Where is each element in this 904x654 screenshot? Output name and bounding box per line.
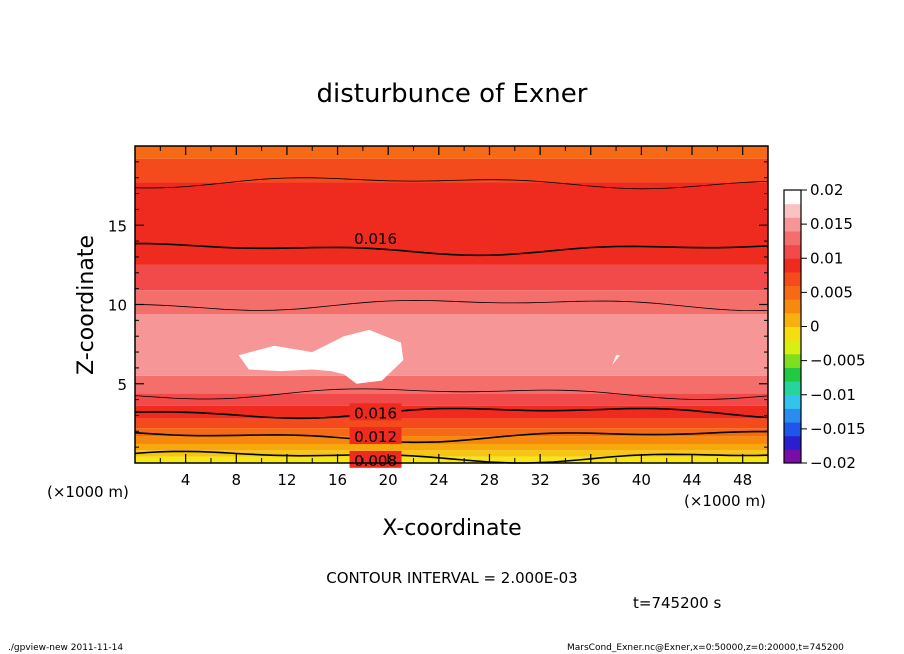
- colorbar-swatch: [784, 258, 801, 273]
- contour-line: [134, 450, 769, 464]
- colorbar-tick-label: −0.015: [810, 420, 866, 438]
- color-band: [135, 375, 768, 394]
- colorbar: 0.02 0.015 0.01 0.005 0 −0.005 −0.01 −0.015 −0.0…: [783, 181, 866, 472]
- max-value-regions: [238, 329, 620, 384]
- colorbar-swatch: [784, 353, 801, 368]
- x-tick-label: 20: [379, 471, 398, 489]
- time-text: t=745200 s: [633, 594, 721, 612]
- color-band: [135, 290, 768, 315]
- contour-lines: [134, 177, 769, 464]
- x-unit-label: (×1000 m): [684, 492, 766, 510]
- contour-label-backdrop: [349, 427, 402, 445]
- x-tick-label: 40: [632, 471, 651, 489]
- color-band: [135, 418, 768, 429]
- color-band: [135, 428, 768, 437]
- colorbar-tick-label: −0.005: [810, 352, 866, 370]
- contour-line: [134, 430, 768, 444]
- colorbar-tick-label: 0.02: [810, 181, 843, 199]
- x-tick-label: 32: [531, 471, 550, 489]
- colorbar-swatch: [784, 449, 801, 464]
- contour-line: [134, 299, 769, 312]
- color-band: [135, 436, 768, 444]
- colorbar-swatch: [784, 244, 801, 259]
- colorbar-swatch: [784, 326, 801, 341]
- footer-left: ./gpview-new 2011-11-14: [8, 643, 123, 653]
- contour-label: 0.008: [354, 452, 397, 470]
- y-unit-label: (×1000 m): [47, 483, 129, 501]
- x-axis-ticks: 4 8 12 16 20 24 28 32 36 40 44 48: [159, 146, 752, 489]
- color-band: [135, 456, 768, 463]
- y-axis-ticks: 5 10 15: [108, 161, 768, 448]
- color-band: [135, 158, 768, 183]
- x-tick-label: 16: [328, 471, 347, 489]
- colorbar-tick-label: 0.015: [810, 215, 853, 233]
- x-tick-label: 28: [480, 471, 499, 489]
- colorbar-swatch: [784, 217, 801, 232]
- colorbar-swatch: [784, 408, 801, 423]
- y-axis-title: Z-coordinate: [74, 235, 99, 375]
- contour-label: 0.012: [354, 428, 397, 446]
- white-region: [612, 355, 620, 365]
- contour-label-backdrop: [349, 228, 402, 246]
- color-band: [135, 314, 768, 376]
- chart-title: disturbunce of Exner: [317, 79, 588, 109]
- colorbar-swatch: [784, 435, 801, 450]
- color-band: [135, 443, 768, 451]
- footer-right: MarsCond_Exner.nc@Exner,x=0:50000,z=0:20…: [567, 643, 844, 653]
- y-tick-label: 10: [108, 297, 127, 315]
- colorbar-swatch: [784, 285, 801, 300]
- color-band: [135, 146, 768, 159]
- contour-label: 0.016: [354, 404, 397, 422]
- color-band: [135, 393, 768, 406]
- colorbar-tick-label: 0.01: [810, 249, 843, 267]
- colorbar-swatch: [784, 190, 801, 205]
- color-band: [135, 264, 768, 291]
- contour-label-backdrop: [349, 403, 402, 421]
- contour-label: 0.016: [354, 230, 397, 248]
- x-tick-label: 4: [181, 471, 191, 489]
- colorbar-tick-label: 0: [810, 318, 820, 336]
- colorbar-swatch: [784, 230, 801, 246]
- x-tick-label: 44: [682, 471, 701, 489]
- colorbar-tick-label: −0.01: [810, 386, 856, 404]
- colorbar-swatch: [784, 367, 801, 382]
- y-tick-label: 15: [108, 217, 127, 235]
- colorbar-swatch: [784, 381, 801, 396]
- colorbar-tick-label: 0.005: [810, 283, 853, 301]
- x-tick-label: 48: [733, 471, 752, 489]
- contour-line: [134, 407, 769, 420]
- contour-line: [134, 388, 769, 400]
- x-tick-label: 36: [581, 471, 600, 489]
- colorbar-swatch: [784, 340, 801, 355]
- contour-line: [134, 177, 769, 190]
- colorbar-swatch: [784, 203, 801, 218]
- contour-line: [135, 242, 769, 257]
- color-band: [135, 450, 768, 457]
- colorbar-swatch: [784, 394, 801, 409]
- color-band: [135, 182, 768, 265]
- colorbar-swatch: [784, 422, 801, 437]
- x-axis-title: X-coordinate: [382, 516, 521, 541]
- x-tick-label: 8: [232, 471, 242, 489]
- white-region: [238, 329, 404, 384]
- colorbar-tick-label: −0.02: [810, 454, 856, 472]
- y-tick-label: 5: [117, 376, 127, 394]
- colorbar-swatch: [784, 299, 801, 314]
- colorbar-swatch: [784, 271, 801, 287]
- x-tick-label: 24: [429, 471, 448, 489]
- colorbar-swatch: [784, 312, 801, 327]
- color-bands: [135, 146, 768, 463]
- x-tick-label: 12: [277, 471, 296, 489]
- contour-interval-text: CONTOUR INTERVAL = 2.000E-03: [326, 569, 577, 587]
